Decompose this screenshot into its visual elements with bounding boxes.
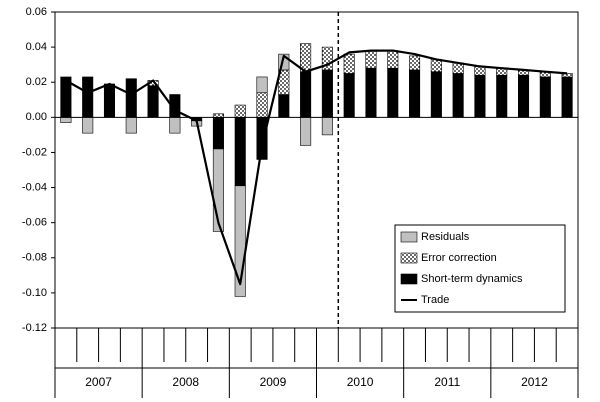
y-tick-label: -0.02 bbox=[22, 146, 47, 158]
bar bbox=[539, 76, 551, 118]
bar bbox=[430, 71, 442, 118]
bar bbox=[452, 73, 464, 118]
bar bbox=[321, 69, 333, 118]
trade-line bbox=[65, 49, 568, 286]
bar bbox=[147, 85, 159, 118]
bar bbox=[561, 73, 573, 78]
bar bbox=[409, 69, 421, 118]
bar bbox=[82, 76, 94, 118]
bar bbox=[212, 113, 224, 118]
bar bbox=[234, 117, 246, 187]
legend-box bbox=[394, 224, 566, 313]
bar bbox=[60, 117, 72, 123]
bar bbox=[125, 78, 137, 118]
year-label: 2007 bbox=[85, 375, 112, 389]
bar bbox=[169, 117, 181, 134]
bar bbox=[409, 55, 421, 71]
y-tick-label: -0.06 bbox=[22, 217, 47, 229]
bar bbox=[365, 67, 377, 118]
bar bbox=[321, 117, 333, 136]
y-tick-label: -0.08 bbox=[22, 252, 47, 264]
bar bbox=[300, 43, 312, 72]
y-tick-label: -0.12 bbox=[22, 322, 47, 334]
y-tick-label: 0.02 bbox=[26, 76, 47, 88]
legend-label: Error correction bbox=[421, 252, 497, 264]
bar bbox=[212, 148, 224, 232]
legend-swatch bbox=[400, 252, 418, 264]
bar bbox=[430, 59, 442, 72]
bar bbox=[125, 117, 137, 134]
bar bbox=[561, 76, 573, 118]
y-tick-label: 0.06 bbox=[26, 6, 47, 18]
bar bbox=[365, 50, 377, 69]
bar bbox=[212, 117, 224, 150]
bar bbox=[321, 46, 333, 71]
year-label: 2009 bbox=[260, 375, 287, 389]
bar bbox=[343, 73, 355, 118]
bar bbox=[517, 74, 530, 118]
bar bbox=[474, 74, 486, 118]
bar bbox=[234, 185, 246, 297]
bar bbox=[387, 50, 399, 69]
bar bbox=[234, 104, 246, 118]
bar bbox=[82, 117, 94, 134]
bar bbox=[496, 74, 508, 118]
legend-swatch bbox=[400, 231, 418, 243]
y-tick-label: 0.04 bbox=[26, 41, 47, 53]
bar bbox=[256, 117, 268, 160]
legend-swatch bbox=[400, 273, 418, 285]
year-label: 2010 bbox=[347, 375, 374, 389]
y-tick-label: -0.10 bbox=[22, 287, 47, 299]
y-tick-label: -0.04 bbox=[22, 181, 47, 193]
y-tick-label: 0.00 bbox=[26, 111, 47, 123]
bar bbox=[343, 53, 355, 74]
bar bbox=[256, 92, 268, 118]
bar bbox=[387, 67, 399, 118]
bar bbox=[300, 117, 312, 146]
year-label: 2012 bbox=[521, 375, 548, 389]
bar bbox=[256, 76, 268, 94]
bar bbox=[300, 71, 312, 118]
year-label: 2011 bbox=[434, 375, 460, 389]
legend-label: Trade bbox=[421, 294, 449, 306]
year-label: 2008 bbox=[172, 375, 199, 389]
bar bbox=[278, 53, 290, 71]
bar bbox=[103, 83, 116, 118]
bar bbox=[278, 94, 290, 118]
legend-label: Short-term dynamics bbox=[421, 273, 523, 285]
legend-label: Residuals bbox=[421, 231, 470, 243]
